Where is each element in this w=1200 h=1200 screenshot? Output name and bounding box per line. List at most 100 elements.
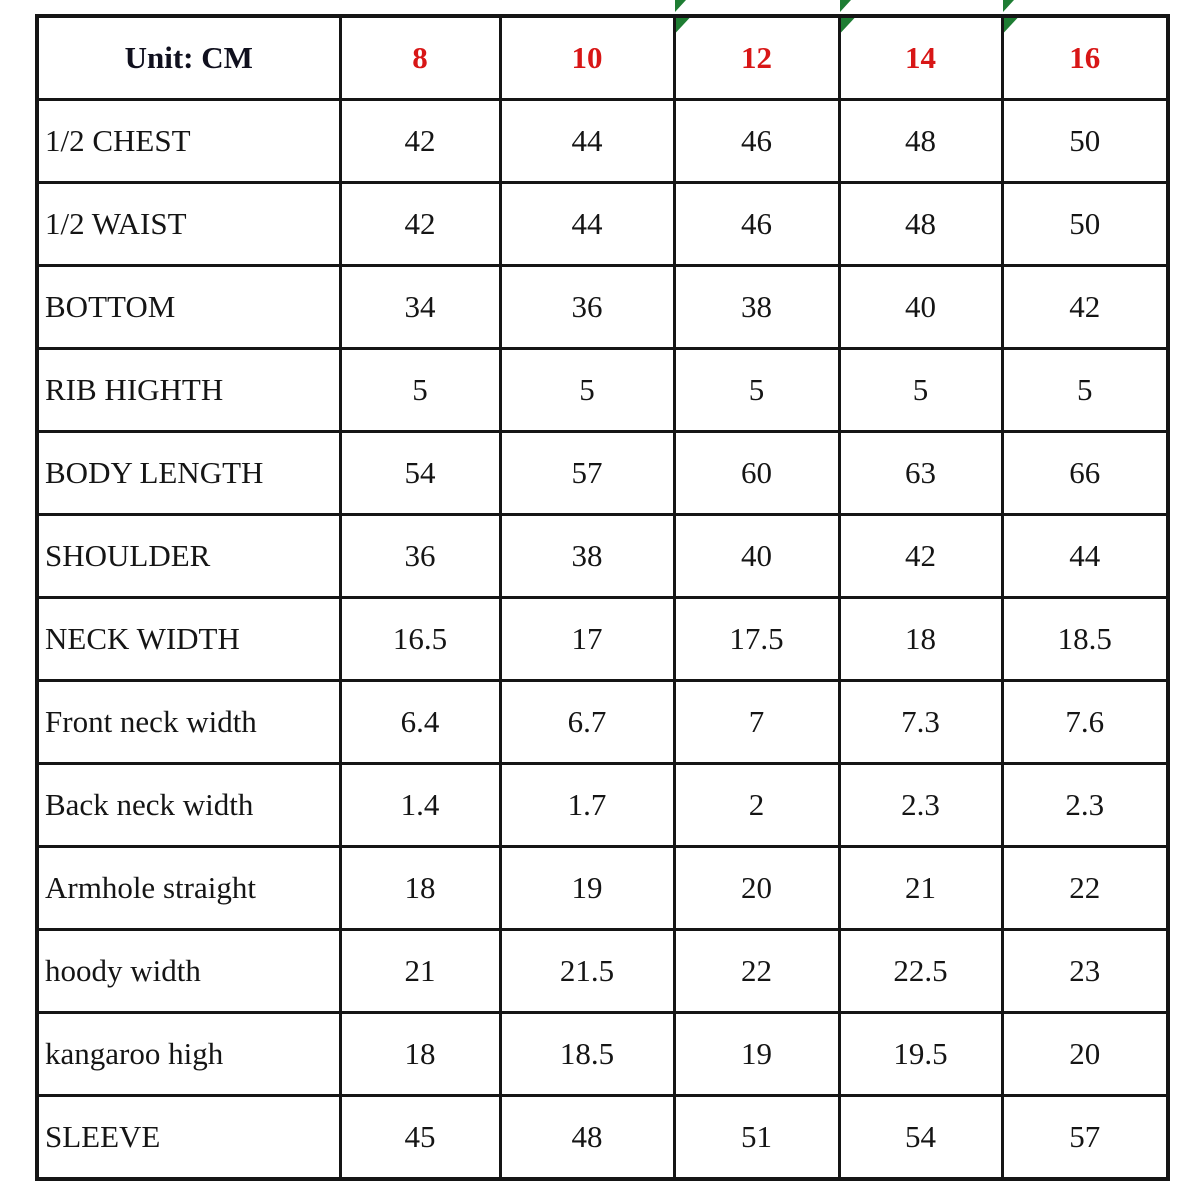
measurement-value-cell: 17: [498, 596, 676, 682]
measurement-label-cell: SHOULDER: [35, 513, 342, 599]
size-header-cell-16: 16: [1000, 14, 1170, 101]
measurement-value-cell: 46: [672, 181, 841, 267]
measurement-value-cell: 18: [837, 596, 1004, 682]
measurement-value-cell: 20: [672, 845, 841, 931]
measurement-value-cell: 36: [338, 513, 502, 599]
measurement-value-cell: 2: [672, 762, 841, 848]
table-row-half-chest: 1/2 CHEST 42 44 46 48 50: [35, 98, 1170, 184]
error-marker-icon: [677, 18, 690, 33]
measurement-value-cell: 34: [338, 264, 502, 350]
table-row-back-neck-width: Back neck width 1.4 1.7 2 2.3 2.3: [35, 762, 1170, 848]
table-row-shoulder: SHOULDER 36 38 40 42 44: [35, 513, 1170, 599]
measurement-value-cell: 51: [672, 1094, 841, 1181]
measurement-value-cell: 44: [1000, 513, 1170, 599]
measurement-value-cell: 60: [672, 430, 841, 516]
measurement-label-cell: SLEEVE: [35, 1094, 342, 1181]
measurement-label-cell: NECK WIDTH: [35, 596, 342, 682]
measurement-value-cell: 5: [498, 347, 676, 433]
measurement-label-cell: RIB HIGHTH: [35, 347, 342, 433]
measurement-value-cell: 7.3: [837, 679, 1004, 765]
size-header-cell-10: 10: [498, 14, 676, 101]
measurement-value-cell: 19: [498, 845, 676, 931]
measurement-label-cell: 1/2 WAIST: [35, 181, 342, 267]
measurement-value-cell: 2.3: [837, 762, 1004, 848]
measurement-value-cell: 42: [338, 98, 502, 184]
measurement-value-cell: 5: [672, 347, 841, 433]
cropped-error-marker-icon: [840, 0, 851, 12]
measurement-label-cell: 1/2 CHEST: [35, 98, 342, 184]
cropped-error-marker-icon: [675, 0, 686, 12]
measurement-value-cell: 48: [498, 1094, 676, 1181]
measurement-value-cell: 1.4: [338, 762, 502, 848]
size-header-cell-14: 14: [837, 14, 1004, 101]
measurement-label-cell: BODY LENGTH: [35, 430, 342, 516]
measurement-value-cell: 48: [837, 181, 1004, 267]
size-header-cell-8: 8: [338, 14, 502, 101]
size-header-label: 12: [741, 40, 772, 75]
measurement-value-cell: 44: [498, 98, 676, 184]
measurement-value-cell: 18.5: [1000, 596, 1170, 682]
table-row-armhole-straight: Armhole straight 18 19 20 21 22: [35, 845, 1170, 931]
measurement-value-cell: 21: [837, 845, 1004, 931]
error-marker-icon: [1005, 18, 1018, 33]
measurement-label-cell: kangaroo high: [35, 1011, 342, 1097]
measurement-value-cell: 18: [338, 845, 502, 931]
measurement-value-cell: 42: [1000, 264, 1170, 350]
size-header-label: 14: [905, 40, 936, 75]
header-row: Unit: CM 8 10 12 14 16: [35, 14, 1170, 101]
table-row-body-length: BODY LENGTH 54 57 60 63 66: [35, 430, 1170, 516]
cropped-error-marker-icon: [1003, 0, 1014, 12]
measurement-value-cell: 38: [672, 264, 841, 350]
measurement-value-cell: 48: [837, 98, 1004, 184]
measurement-value-cell: 50: [1000, 181, 1170, 267]
measurement-value-cell: 5: [338, 347, 502, 433]
measurement-value-cell: 19.5: [837, 1011, 1004, 1097]
measurement-value-cell: 16.5: [338, 596, 502, 682]
measurement-value-cell: 54: [338, 430, 502, 516]
size-header-label: 16: [1069, 40, 1101, 75]
measurement-value-cell: 1.7: [498, 762, 676, 848]
measurement-value-cell: 5: [837, 347, 1004, 433]
measurement-label-cell: Armhole straight: [35, 845, 342, 931]
table-row-kangaroo-high: kangaroo high 18 18.5 19 19.5 20: [35, 1011, 1170, 1097]
measurement-value-cell: 20: [1000, 1011, 1170, 1097]
measurement-value-cell: 66: [1000, 430, 1170, 516]
measurement-value-cell: 40: [672, 513, 841, 599]
measurement-value-cell: 42: [338, 181, 502, 267]
measurement-label-cell: Back neck width: [35, 762, 342, 848]
measurement-value-cell: 18: [338, 1011, 502, 1097]
size-header-cell-12: 12: [672, 14, 841, 101]
measurement-value-cell: 38: [498, 513, 676, 599]
measurement-value-cell: 17.5: [672, 596, 841, 682]
measurement-value-cell: 36: [498, 264, 676, 350]
measurement-value-cell: 21.5: [498, 928, 676, 1014]
measurement-value-cell: 6.4: [338, 679, 502, 765]
measurement-value-cell: 6.7: [498, 679, 676, 765]
measurement-value-cell: 19: [672, 1011, 841, 1097]
measurement-value-cell: 2.3: [1000, 762, 1170, 848]
measurement-value-cell: 63: [837, 430, 1004, 516]
table-row-half-waist: 1/2 WAIST 42 44 46 48 50: [35, 181, 1170, 267]
measurement-value-cell: 50: [1000, 98, 1170, 184]
measurement-value-cell: 23: [1000, 928, 1170, 1014]
measurement-value-cell: 7: [672, 679, 841, 765]
table-row-rib-highth: RIB HIGHTH 5 5 5 5 5: [35, 347, 1170, 433]
measurement-value-cell: 40: [837, 264, 1004, 350]
measurement-value-cell: 22: [672, 928, 841, 1014]
measurement-value-cell: 7.6: [1000, 679, 1170, 765]
measurement-value-cell: 22.5: [837, 928, 1004, 1014]
measurement-value-cell: 45: [338, 1094, 502, 1181]
measurement-label-cell: Front neck width: [35, 679, 342, 765]
table-row-front-neck-width: Front neck width 6.4 6.7 7 7.3 7.6: [35, 679, 1170, 765]
measurement-value-cell: 21: [338, 928, 502, 1014]
error-marker-icon: [842, 18, 855, 33]
table-row-hoody-width: hoody width 21 21.5 22 22.5 23: [35, 928, 1170, 1014]
measurement-label-cell: hoody width: [35, 928, 342, 1014]
table-row-neck-width: NECK WIDTH 16.5 17 17.5 18 18.5: [35, 596, 1170, 682]
measurement-label-cell: BOTTOM: [35, 264, 342, 350]
size-chart-table: Unit: CM 8 10 12 14 16 1/2 CHEST 42 44 4…: [35, 14, 1170, 1181]
measurement-value-cell: 42: [837, 513, 1004, 599]
measurement-value-cell: 22: [1000, 845, 1170, 931]
measurement-value-cell: 44: [498, 181, 676, 267]
